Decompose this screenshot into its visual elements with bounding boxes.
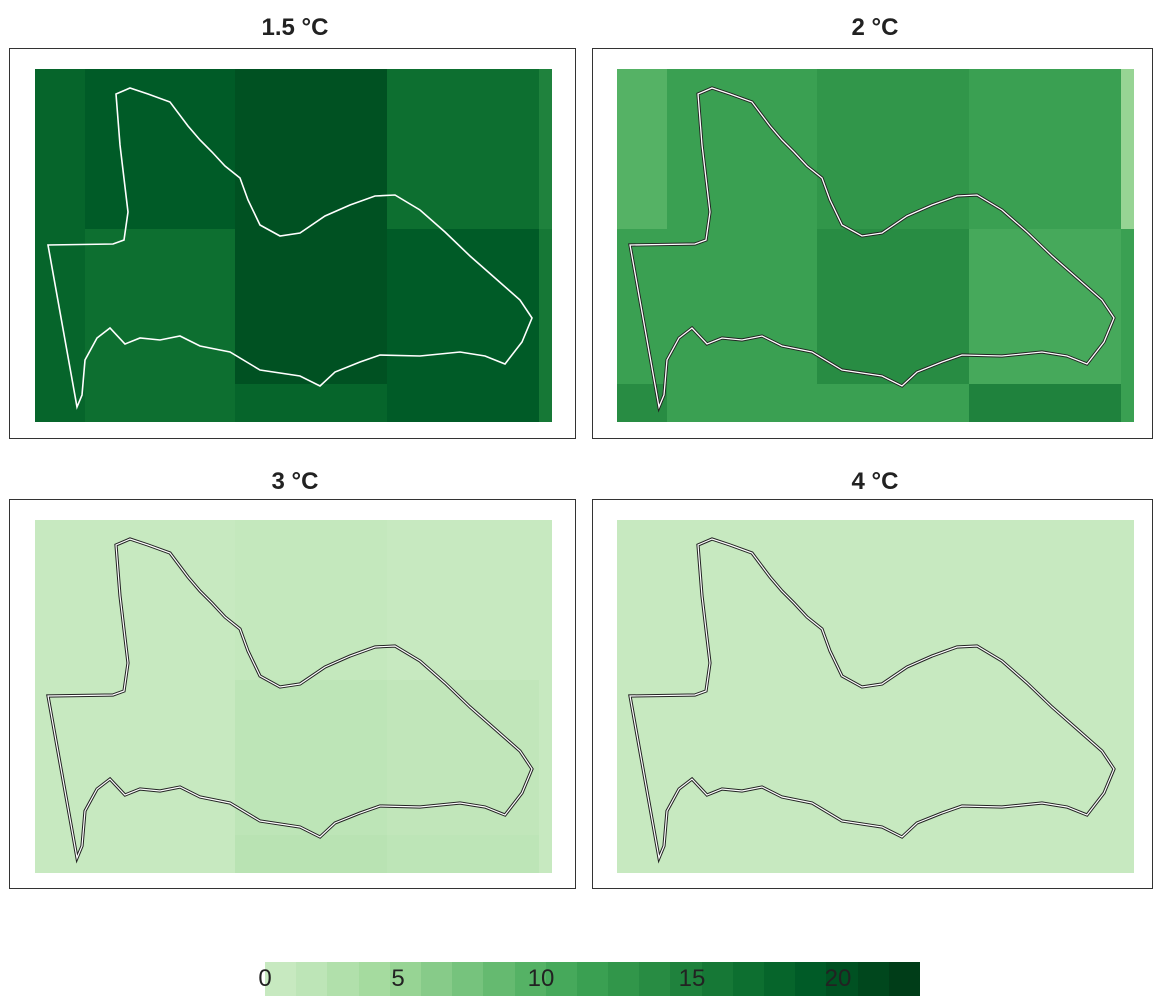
colorbar-segment	[576, 962, 609, 996]
colorbar-tick-20: 20	[824, 965, 852, 992]
colorbar-segment	[514, 962, 546, 996]
colorbar-segment	[265, 962, 297, 996]
colorbar-segment	[452, 962, 484, 996]
panel-title-1-5c: 1.5 °C	[261, 14, 329, 41]
colorbar-segment	[296, 962, 328, 996]
raster-map-3c	[35, 520, 552, 873]
colorbar-segment	[483, 962, 515, 996]
colorbar-segment	[764, 962, 796, 996]
colorbar-segment	[420, 962, 453, 996]
raster-map-2c	[617, 69, 1134, 422]
raster-map-4c	[617, 520, 1134, 873]
colorbar-segment	[888, 962, 920, 996]
colorbar-tick-5: 5	[391, 965, 405, 992]
panel-title-3c: 3 °C	[271, 468, 319, 495]
panel-title-4c: 4 °C	[851, 468, 899, 495]
colorbar-segment	[608, 962, 640, 996]
colorbar-segment	[732, 962, 764, 996]
colorbar-segment	[826, 962, 858, 996]
colorbar-tick-15: 15	[678, 965, 706, 992]
colorbar-tick-10: 10	[527, 965, 555, 992]
colorbar-segment	[795, 962, 827, 996]
colorbar-segment	[545, 962, 577, 996]
panel-title-2c: 2 °C	[851, 14, 899, 41]
raster-map-1-5c	[35, 69, 552, 422]
colorbar	[265, 962, 920, 996]
colorbar-segment	[670, 962, 702, 996]
colorbar-segment	[639, 962, 671, 996]
colorbar-segment	[857, 962, 889, 996]
colorbar-segment	[701, 962, 733, 996]
colorbar-segment	[327, 962, 359, 996]
colorbar-segment	[389, 962, 421, 996]
colorbar-segment	[358, 962, 390, 996]
colorbar-tick-0: 0	[258, 965, 272, 992]
